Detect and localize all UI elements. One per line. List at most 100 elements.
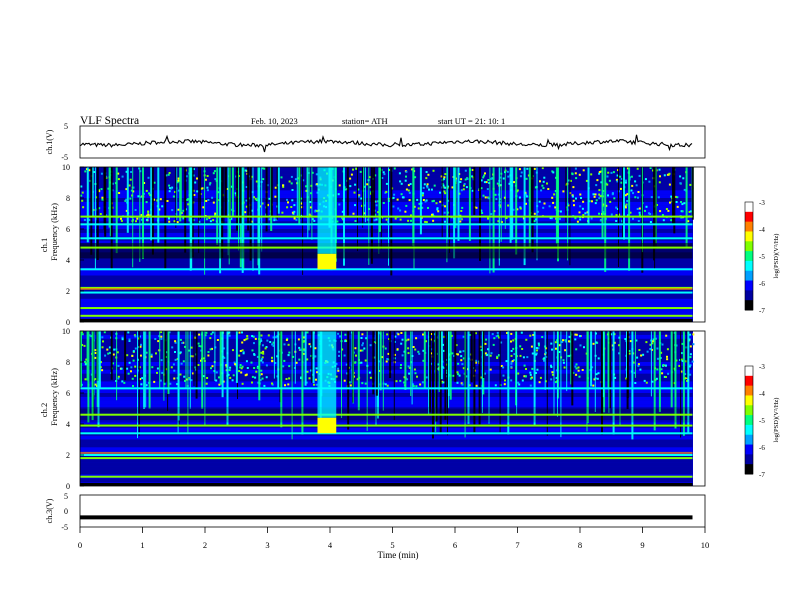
spectrogram-band: [80, 294, 693, 299]
spectrogram-cell: [117, 172, 120, 175]
spectrogram-spike: [377, 331, 379, 419]
spectrogram-cell: [598, 189, 601, 192]
spectrogram-spike: [164, 167, 167, 269]
spectrogram-cell: [88, 169, 91, 172]
spectrogram-spike: [311, 167, 313, 240]
spectrogram-cell: [293, 217, 296, 220]
spectrogram-cell: [463, 183, 466, 186]
spectrogram-cell: [309, 201, 312, 203]
spectrogram-cell: [588, 200, 591, 203]
spectrogram-cell: [422, 359, 425, 362]
spectrogram-cell: [626, 193, 629, 196]
spectrogram-cell: [208, 183, 211, 186]
spectrogram-cell: [345, 363, 348, 366]
spectrogram-spike: [236, 167, 239, 231]
spectrogram-cell: [364, 382, 367, 385]
spectrogram-spike: [457, 167, 460, 241]
figure-title: VLF Spectra: [80, 115, 139, 127]
spectrogram-cell: [192, 355, 195, 358]
spectrogram-cell: [393, 193, 396, 196]
spectrogram-cell: [676, 196, 679, 199]
spectrogram-cell: [676, 205, 679, 208]
spectrogram-cell: [359, 349, 362, 352]
spectrogram-band: [80, 342, 693, 347]
spectrogram-cell: [632, 361, 635, 364]
spectrogram-spike: [224, 167, 227, 218]
spectrogram-cell: [202, 375, 205, 378]
time-tick-label: 3: [265, 540, 269, 550]
spectrogram-spike: [191, 167, 194, 258]
spectrogram-cell: [658, 181, 661, 184]
spectrogram-cell: [496, 357, 499, 359]
spectrogram-cell: [452, 374, 455, 377]
spectrogram-cell: [537, 347, 540, 350]
spectrogram-cell: [100, 188, 103, 191]
spectrogram-cell: [369, 376, 372, 379]
spectrogram-cell: [550, 364, 552, 367]
spectrogram-cell: [673, 382, 676, 385]
spectrogram-cell: [474, 361, 477, 364]
spectrogram-cell: [425, 221, 428, 224]
spectrogram-spike: [226, 331, 229, 426]
spectrogram-cell: [615, 220, 618, 222]
spectrogram-band: [80, 331, 693, 335]
spectrogram-band: [80, 455, 693, 459]
spectrogram-cell: [491, 333, 494, 336]
spectrogram-cell: [381, 356, 384, 359]
spectrogram-cell: [539, 376, 542, 379]
spectrogram-cell: [620, 177, 623, 180]
spectrogram-cell: [432, 199, 435, 202]
spectrogram-cell: [485, 338, 488, 341]
spectrogram-cell: [107, 187, 110, 190]
spectrogram-cell: [350, 173, 353, 176]
spectrogram-cell: [90, 335, 93, 338]
spectrogram-cell: [681, 360, 684, 362]
spectrogram-cell: [521, 348, 524, 350]
spectrogram-cell: [285, 339, 288, 341]
spectrogram-cell: [137, 195, 140, 198]
spectrogram-cell: [139, 345, 142, 348]
spectrogram-band: [80, 170, 693, 175]
spectrogram-spike: [159, 331, 161, 388]
spectrogram-cell: [173, 377, 176, 380]
spectrogram-cell: [369, 344, 372, 347]
spectrogram-cell: [290, 175, 293, 178]
spectrogram-band: [80, 298, 693, 303]
spectrogram-spike: [382, 331, 384, 411]
time-tick-label: 2: [203, 540, 207, 550]
spectrogram-cell: [139, 378, 142, 381]
spectrogram-spike: [586, 331, 589, 424]
spectrogram-band: [80, 416, 693, 421]
spectrogram-cell: [178, 179, 181, 182]
colorbar-segment: [745, 280, 753, 291]
spectrogram-cell: [101, 336, 104, 339]
spectrogram-cell: [361, 382, 364, 385]
spectrogram-spike: [380, 167, 382, 250]
spectrogram-cell: [480, 349, 483, 352]
spectrogram-cell: [276, 355, 279, 358]
spectrogram-cell: [513, 181, 515, 184]
spectrogram-cell: [209, 348, 212, 351]
spectrogram-cell: [194, 366, 197, 369]
spectrogram-spike: [441, 167, 443, 238]
spectrogram-cell: [502, 177, 505, 180]
spectrogram-spike: [96, 331, 98, 407]
spectrogram-cell: [373, 219, 376, 222]
spectrogram-spike: [470, 331, 473, 383]
spectrogram-cell: [613, 341, 616, 344]
spectrogram-spike: [229, 167, 231, 219]
spectrogram-spike: [654, 167, 656, 269]
spectrogram-spike: [363, 167, 365, 218]
spectrogram-cell: [502, 374, 505, 377]
spectrogram-spike: [124, 331, 127, 381]
spectrogram-spike: [653, 167, 655, 261]
spectrogram-cell: [261, 344, 264, 347]
spectrogram-cell: [618, 213, 621, 216]
spectrogram-spike: [273, 331, 275, 379]
spectrogram-spike: [447, 331, 448, 436]
spectrogram-cell: [265, 346, 268, 348]
spectrogram-ytick-label: 10: [62, 163, 70, 172]
spectrogram-cell: [610, 171, 613, 174]
spectrogram-band: [80, 338, 693, 343]
spectrogram-cell: [656, 368, 659, 371]
